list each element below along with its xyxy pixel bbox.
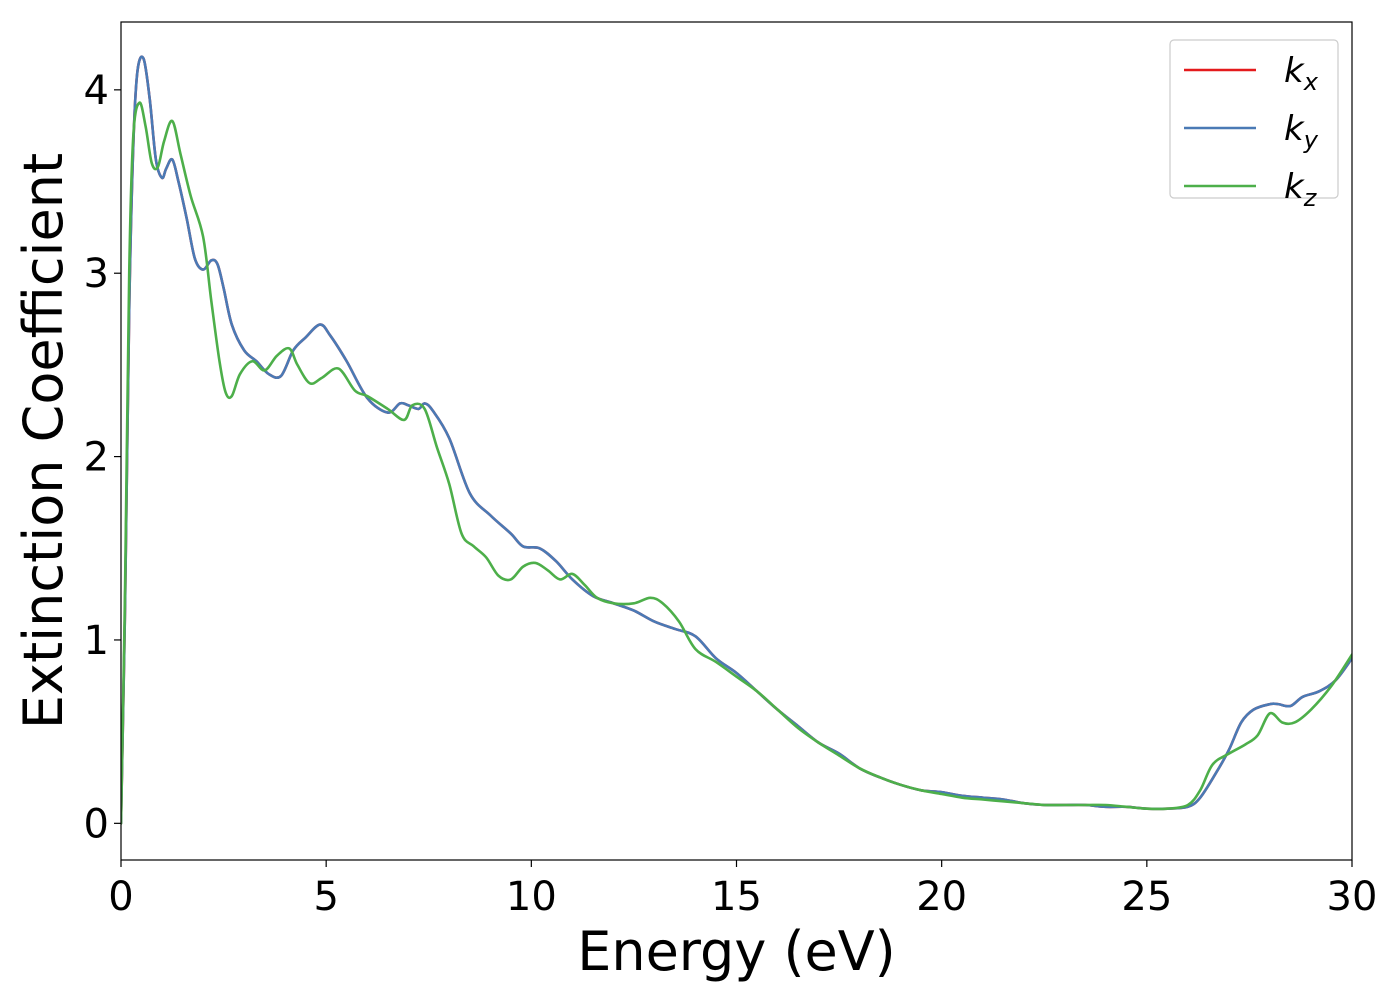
y-tick-label: 2 <box>84 435 109 481</box>
x-axis-title: Energy (eV) <box>577 920 896 983</box>
series-layer <box>121 55 1352 825</box>
legend-label-x: kx <box>1284 51 1319 96</box>
x-tick-label: 25 <box>1121 874 1172 920</box>
y-tick-label: 0 <box>84 801 109 847</box>
x-tick-label: 20 <box>916 874 967 920</box>
series-line-z <box>121 101 1352 825</box>
y-axis-title: Extinction Coefficient <box>12 153 75 729</box>
y-tick-label: 4 <box>84 68 109 114</box>
legend-box <box>1169 39 1339 199</box>
y-tick-label: 3 <box>84 251 109 297</box>
x-tick-label: 30 <box>1327 874 1378 920</box>
tick-layer: 0 5 10 15 20 25 30 0 1 2 3 4 <box>84 68 1378 920</box>
y-tick-label: 1 <box>84 618 109 664</box>
x-tick-label: 0 <box>108 874 133 920</box>
legend-label-y: ky <box>1284 109 1319 154</box>
x-tick-label: 5 <box>313 874 338 920</box>
legend: kx ky kz <box>1169 39 1339 212</box>
legend-label-z: kz <box>1284 167 1318 212</box>
x-tick-label: 15 <box>711 874 762 920</box>
x-tick-label: 10 <box>506 874 557 920</box>
